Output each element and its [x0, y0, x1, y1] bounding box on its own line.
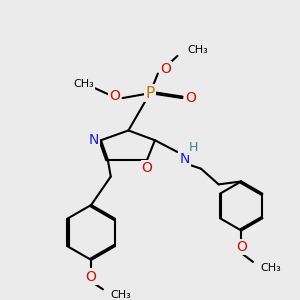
Text: O: O	[185, 91, 196, 105]
Text: P: P	[146, 86, 154, 101]
Text: CH₃: CH₃	[111, 290, 131, 300]
Text: H: H	[188, 141, 198, 154]
Text: CH₃: CH₃	[261, 263, 282, 273]
Text: O: O	[109, 89, 120, 103]
Text: N: N	[89, 133, 99, 147]
Text: N: N	[179, 152, 190, 166]
Text: CH₃: CH₃	[187, 45, 208, 55]
Text: O: O	[160, 62, 171, 76]
Text: O: O	[236, 240, 247, 254]
Text: O: O	[86, 270, 97, 283]
Text: CH₃: CH₃	[73, 79, 94, 89]
Text: O: O	[142, 161, 152, 175]
